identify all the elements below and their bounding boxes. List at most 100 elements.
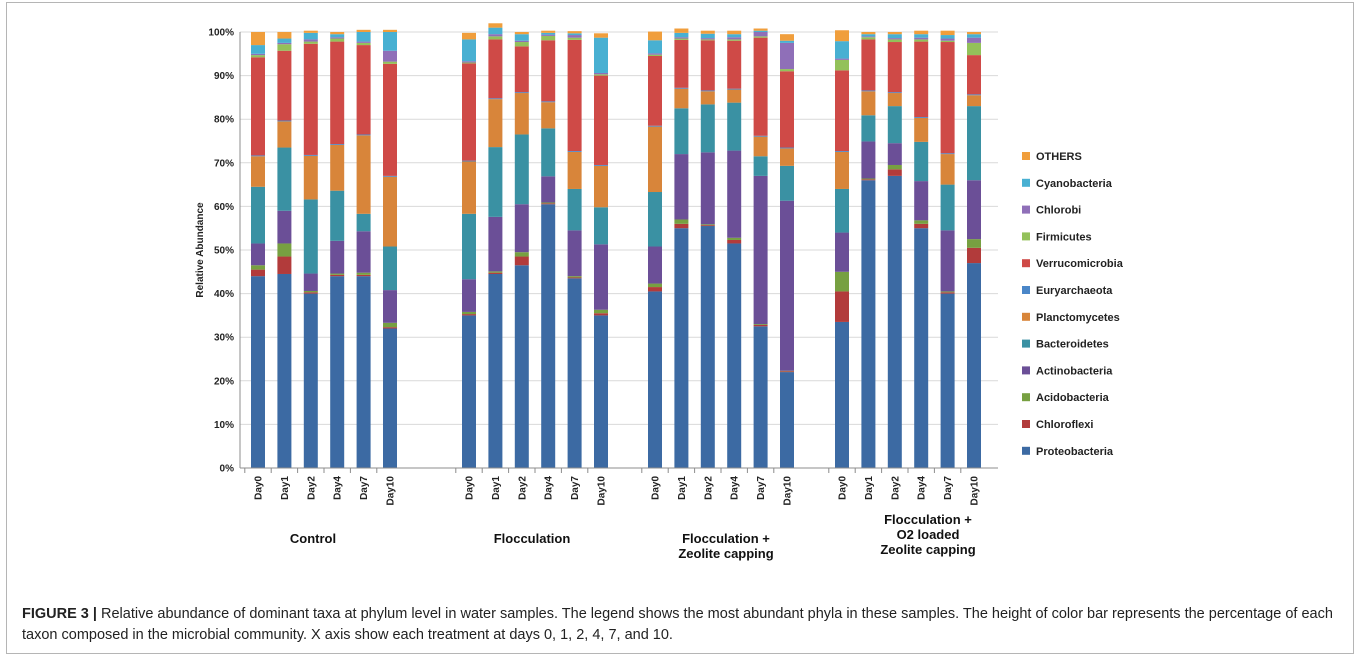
bar-segment <box>940 184 955 231</box>
bar-segment <box>488 39 503 99</box>
bar-segment <box>648 53 662 55</box>
bar-segment <box>780 165 794 201</box>
bar-segment <box>277 32 292 39</box>
bar-segment <box>303 199 318 274</box>
bar-segment <box>514 42 529 47</box>
bar-segment <box>674 154 689 220</box>
group-label: Zeolite capping <box>880 542 975 557</box>
group-labels: Control Flocculation Flocculation +Zeolite… <box>290 512 976 561</box>
bar-segment <box>648 283 662 288</box>
bar-segment <box>780 40 794 43</box>
bar-segment <box>251 265 265 270</box>
bar-segment <box>594 75 608 165</box>
bar-segment <box>567 33 582 36</box>
bar-segment <box>488 98 503 100</box>
bar-segment <box>727 39 742 41</box>
bar-segment <box>514 46 529 93</box>
bar-segment <box>940 291 955 293</box>
bar-segment <box>967 180 981 240</box>
bar-segment <box>277 147 292 211</box>
legend-label: Proteobacteria <box>1036 446 1114 458</box>
legend-label: Verrucomicrobia <box>1036 258 1124 270</box>
bar-segment <box>780 200 794 371</box>
bar-segment <box>887 38 902 40</box>
bar-segment <box>541 30 556 33</box>
bar-segment <box>700 30 715 34</box>
bar-segment <box>567 188 582 231</box>
bar-segment <box>303 30 318 33</box>
y-tick-label: 40% <box>214 289 234 300</box>
x-tick-label: Day0 <box>465 476 476 500</box>
legend-swatch <box>1022 232 1030 241</box>
x-tick-label: Day1 <box>280 476 291 500</box>
bar-segment <box>514 32 529 35</box>
bar-segment <box>514 93 529 135</box>
bar-segment <box>914 117 929 118</box>
bar-segment <box>861 32 876 35</box>
group-label: Control <box>290 531 336 546</box>
x-tick-label: Day4 <box>730 476 741 500</box>
bar-segment <box>727 239 742 244</box>
bar-segment <box>861 115 876 142</box>
bar-segment <box>835 151 849 189</box>
bar-segment <box>488 271 503 273</box>
bar-segment <box>356 274 371 277</box>
bar-segment <box>967 94 981 96</box>
y-tick-label: 0% <box>220 464 235 475</box>
legend-swatch <box>1022 420 1030 428</box>
bar-segment <box>887 32 902 35</box>
bar-segment <box>780 71 794 148</box>
bar-segment <box>541 128 556 177</box>
bar-segment <box>648 54 662 56</box>
bar-segment <box>835 188 849 233</box>
bar-segment <box>330 274 345 277</box>
x-tick-label: Day1 <box>491 476 502 500</box>
bar-segment <box>356 29 371 32</box>
bar-segment <box>887 164 902 170</box>
bar-segment <box>887 34 902 39</box>
figure-frame <box>6 2 1354 654</box>
bar-segment <box>567 276 582 278</box>
group-label: Flocculation + <box>682 531 770 546</box>
legend-label: Cyanobacteria <box>1036 178 1113 190</box>
bar-segment <box>700 225 715 227</box>
bar-segment <box>251 155 265 157</box>
bar-segment <box>567 230 582 277</box>
bar-segment <box>753 28 768 31</box>
bar-segment <box>383 246 397 291</box>
bar-segment <box>780 42 794 70</box>
bar-segment <box>356 41 371 43</box>
bar-segment <box>594 72 608 75</box>
bar-segment <box>330 32 345 35</box>
bar-segment <box>674 28 689 33</box>
bar-segment <box>594 37 608 73</box>
x-tick-label: Day0 <box>651 476 662 500</box>
bar-segment <box>674 38 689 40</box>
bar-segment <box>594 33 608 38</box>
bar-segment <box>462 63 476 161</box>
bar-segment <box>277 273 292 468</box>
bar-segment <box>541 40 556 102</box>
bar-segment <box>488 216 503 272</box>
bar-segment <box>383 322 397 328</box>
bar-segment <box>700 104 715 153</box>
bar-segment <box>674 219 689 224</box>
bar-segment <box>914 34 929 38</box>
bar-segment <box>567 151 582 152</box>
bar-segment <box>700 226 715 468</box>
bar-segment <box>514 34 529 41</box>
stacked-bar-chart: Relative Abundance 0% 10% 20% 30% 40% 50% 60% 7… <box>195 23 1124 561</box>
bar-segment <box>727 150 742 238</box>
y-tick-label: 70% <box>214 158 234 169</box>
bar-segment <box>462 161 476 214</box>
bar-segment <box>727 34 742 38</box>
bar-segment <box>700 224 715 226</box>
bar-segment <box>914 220 929 224</box>
bar-segment <box>753 135 768 137</box>
bar-segment <box>356 231 371 273</box>
bar-segment <box>356 45 371 135</box>
bar-segment <box>887 42 902 93</box>
bar-segment <box>674 108 689 155</box>
bar-segment <box>541 102 556 129</box>
bar-segment <box>861 39 876 91</box>
